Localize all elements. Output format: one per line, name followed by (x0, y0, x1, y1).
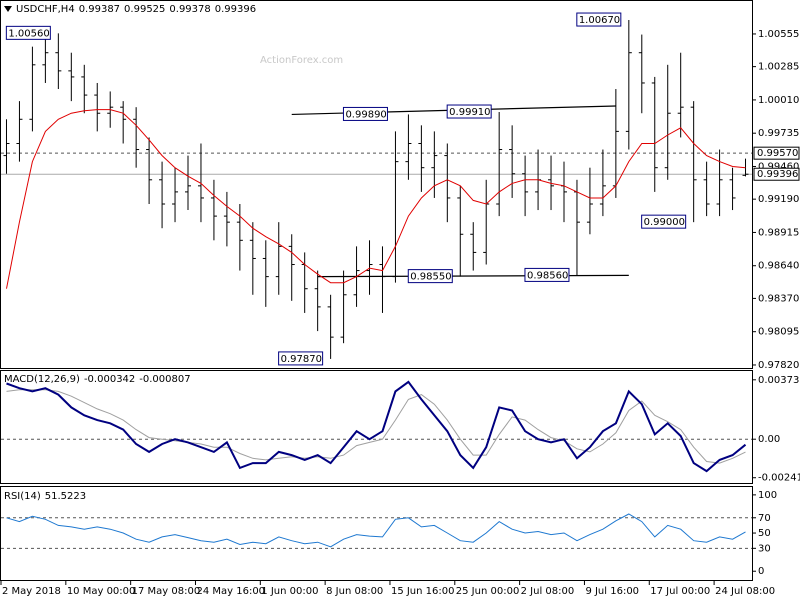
annotation-label: 0.98550 (410, 272, 451, 283)
macd-main-value: -0.000342 (84, 374, 135, 385)
macd-header: MACD(12,26,9) -0.000342 -0.000807 (4, 374, 191, 385)
annotation-label: 0.99890 (345, 109, 386, 120)
y-tick-label: 0.98640 (758, 261, 799, 272)
y-tick-label: 100 (758, 490, 777, 501)
header-low: 0.99378 (169, 4, 210, 15)
annotation-box (5, 25, 51, 40)
moving-average (6, 109, 746, 289)
annotation-box (407, 269, 453, 284)
level-box (753, 146, 800, 160)
level-label: 0.99570 (757, 148, 798, 159)
y-tick-label: 50 (758, 528, 771, 539)
macd-main (6, 380, 747, 473)
rsi-value: 51.5223 (45, 491, 86, 502)
x-tick-label: 17 Jul 00:00 (650, 586, 710, 597)
rsi-header: RSI(14) 51.5223 (4, 491, 86, 502)
annotation-box (446, 104, 492, 119)
y-tick-label: 0.97820 (758, 360, 799, 371)
header-close: 0.99396 (215, 4, 256, 15)
current-price-box (753, 167, 800, 181)
y-tick-label: 0.99735 (758, 128, 799, 139)
annotation-label: 0.98560 (527, 270, 568, 281)
x-tick-label: 17 May 08:00 (132, 586, 201, 597)
indicator-name: RSI(14) (4, 491, 41, 502)
x-tick-label: 24 May 16:00 (196, 586, 265, 597)
chart-header: USDCHF,H4 0.99387 0.99525 0.99378 0.99396 (16, 4, 256, 15)
macd-signal (6, 389, 746, 464)
y-tick-label: 0 (758, 566, 764, 577)
y-tick-label: 1.00285 (758, 62, 799, 73)
rsi-line (6, 513, 746, 548)
current-price-label: 0.99396 (757, 169, 798, 180)
y-tick-label: 0.99460 (758, 161, 799, 172)
y-tick-label: 1.00555 (758, 29, 799, 40)
menu-arrow (4, 6, 12, 12)
annotation-label: 0.97870 (281, 354, 322, 365)
header-open: 0.99387 (79, 4, 120, 15)
annotation-label: 0.99000 (644, 217, 685, 228)
y-tick-label: 1.00010 (758, 95, 799, 106)
macd-signal-value: -0.000807 (139, 374, 190, 385)
x-tick-label: 8 Jun 08:00 (326, 586, 383, 597)
y-tick-label: 0.98370 (758, 293, 799, 304)
x-tick-label: 25 Jun 00:00 (456, 586, 520, 597)
annotation-label: 1.00560 (8, 28, 49, 39)
x-tick-label: 2 May 2018 (2, 586, 61, 597)
indicator-name: MACD(12,26,9) (4, 374, 80, 385)
y-tick-label: 0.98095 (758, 327, 799, 338)
y-tick-label: 70 (758, 513, 771, 524)
y-tick-label: 30 (758, 543, 771, 554)
price-panel (0, 0, 753, 369)
header-high: 0.99525 (124, 4, 165, 15)
annotation-box (641, 214, 687, 229)
y-tick-label: 0.00373 (758, 375, 799, 386)
annotation-label: 1.00670 (579, 15, 620, 26)
annotation-box (342, 106, 388, 121)
x-tick-label: 24 Jul 08:00 (715, 586, 775, 597)
watermark: ActionForex.com (260, 55, 343, 66)
y-tick-label: 0.00 (758, 434, 780, 445)
annotation-label: 0.99910 (449, 107, 490, 118)
annotation-box (278, 351, 324, 366)
x-tick-label: 9 Jul 16:00 (585, 586, 639, 597)
y-tick-label: 0.99190 (758, 194, 799, 205)
symbol: USDCHF,H4 (16, 4, 75, 15)
annotation-box (576, 12, 622, 27)
annotation-box (524, 267, 570, 282)
x-tick-label: 1 Jun 00:00 (261, 586, 318, 597)
macd-panel (0, 370, 753, 484)
x-tick-label: 2 Jul 08:00 (521, 586, 575, 597)
y-tick-label: 0.98915 (758, 227, 799, 238)
x-tick-label: 15 Jun 16:00 (391, 586, 455, 597)
x-tick-label: 10 May 00:00 (67, 586, 136, 597)
y-tick-label: -0.002419 (758, 473, 800, 484)
